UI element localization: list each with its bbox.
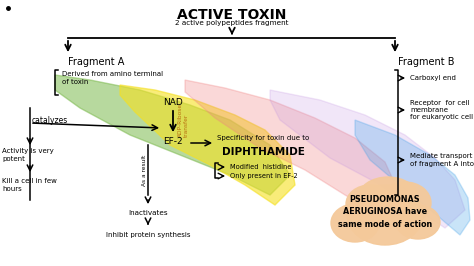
Text: ADP-Ribose
transfer: ADP-Ribose transfer [178, 103, 189, 137]
Text: PSEUDOMONAS
AERUGINOSA have
same mode of action: PSEUDOMONAS AERUGINOSA have same mode of… [338, 195, 432, 229]
Polygon shape [355, 120, 470, 235]
Text: DIPHTHAMIDE: DIPHTHAMIDE [222, 147, 305, 157]
Polygon shape [120, 85, 295, 205]
Text: ACTIVE TOXIN: ACTIVE TOXIN [177, 8, 287, 22]
Ellipse shape [396, 205, 440, 239]
Text: Receptor  for cell
membrane
for eukaryotic cell: Receptor for cell membrane for eukaryoti… [410, 99, 473, 120]
Text: NAD: NAD [163, 98, 183, 107]
Ellipse shape [331, 204, 379, 242]
Text: Inactivates: Inactivates [128, 210, 168, 216]
Text: Carboxyl end: Carboxyl end [410, 75, 456, 81]
Ellipse shape [346, 185, 394, 223]
Text: Kill a cell in few
hours: Kill a cell in few hours [2, 178, 57, 192]
Text: As a result: As a result [143, 154, 147, 186]
Ellipse shape [347, 185, 423, 245]
Text: Inhibit protein synthesis: Inhibit protein synthesis [106, 232, 190, 238]
Ellipse shape [358, 177, 418, 219]
Text: Activity is very
potent: Activity is very potent [2, 148, 54, 162]
Text: catalyzes: catalyzes [32, 116, 68, 125]
Text: Mediate transport
of fragment A into cell: Mediate transport of fragment A into cel… [410, 153, 474, 167]
Text: Fragment B: Fragment B [398, 57, 455, 67]
Ellipse shape [379, 182, 431, 224]
Polygon shape [270, 90, 465, 228]
Polygon shape [55, 75, 290, 195]
Text: Derived from amino terminal
of toxin: Derived from amino terminal of toxin [62, 71, 163, 85]
Text: 2 active polypeptides fragment: 2 active polypeptides fragment [175, 20, 289, 26]
Text: Fragment A: Fragment A [68, 57, 124, 67]
Text: EF-2: EF-2 [163, 137, 183, 146]
Text: Specificity for toxin due to: Specificity for toxin due to [217, 135, 309, 141]
Text: Modified  histidine: Modified histidine [230, 164, 292, 170]
Text: Only present in EF-2: Only present in EF-2 [230, 173, 298, 179]
Polygon shape [185, 80, 400, 215]
